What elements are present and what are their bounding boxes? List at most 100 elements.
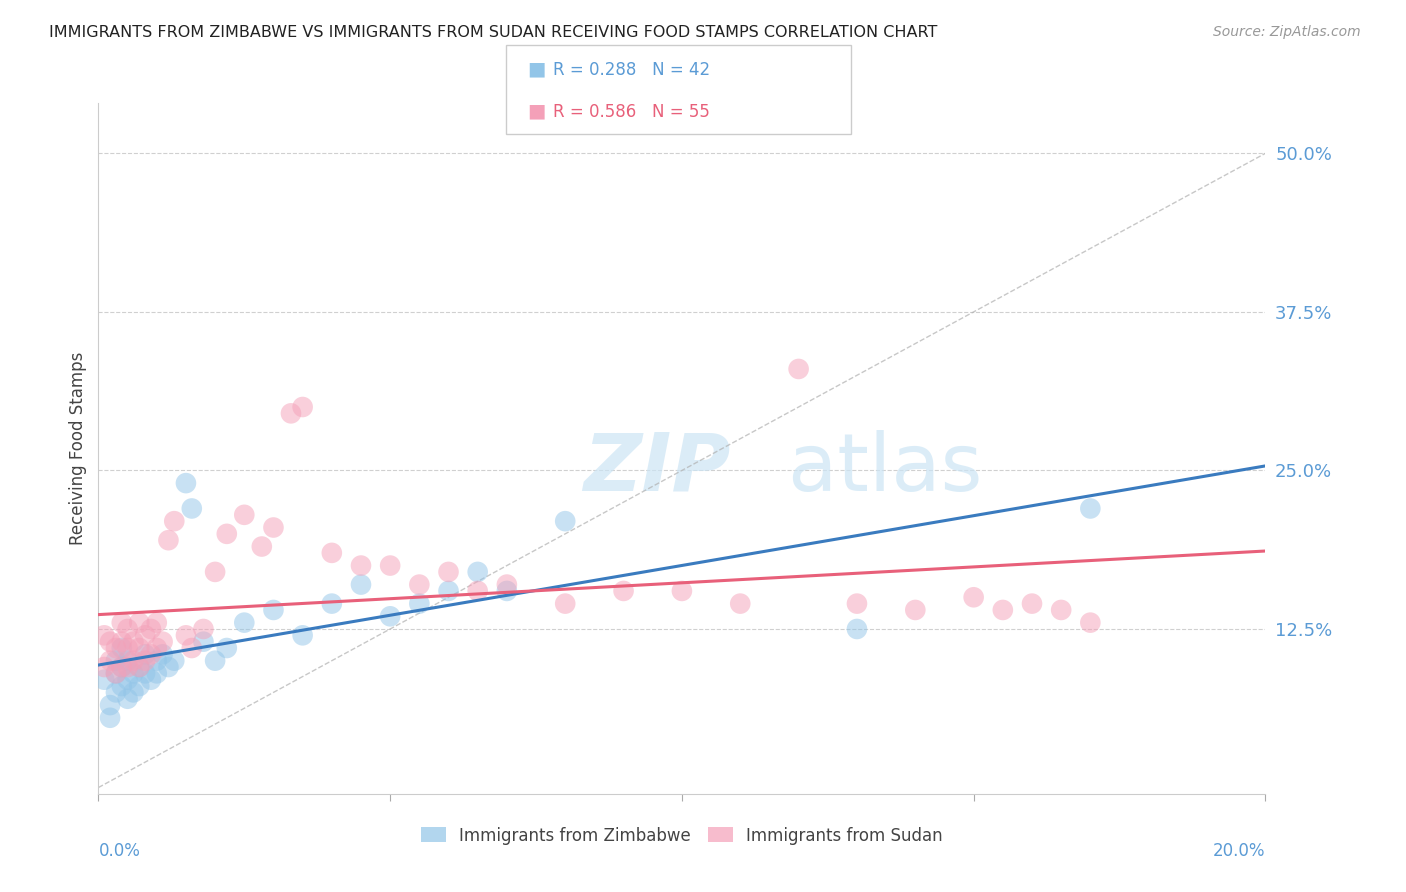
Point: [139, 673, 162, 687]
Point: [146, 615, 169, 630]
Point: [174, 628, 197, 642]
Point: [98, 711, 121, 725]
Point: [408, 577, 430, 591]
Point: [111, 660, 134, 674]
Point: [134, 648, 156, 662]
Point: [262, 520, 284, 534]
Point: [152, 648, 174, 662]
Text: IMMIGRANTS FROM ZIMBABWE VS IMMIGRANTS FROM SUDAN RECEIVING FOOD STAMPS CORRELAT: IMMIGRANTS FROM ZIMBABWE VS IMMIGRANTS F…: [49, 25, 938, 40]
Point: [104, 666, 127, 681]
Point: [467, 565, 489, 579]
Point: [146, 666, 169, 681]
Point: [904, 603, 927, 617]
Point: [321, 546, 343, 560]
Point: [962, 591, 984, 605]
Point: [157, 533, 180, 548]
Point: [380, 558, 402, 573]
Point: [262, 603, 284, 617]
Point: [134, 628, 156, 642]
Point: [1080, 615, 1102, 630]
Point: [215, 526, 238, 541]
Text: ZIP: ZIP: [582, 430, 730, 508]
Point: [117, 660, 139, 674]
Point: [104, 654, 127, 668]
Legend: Immigrants from Zimbabwe, Immigrants from Sudan: Immigrants from Zimbabwe, Immigrants fro…: [415, 820, 949, 851]
Point: [291, 400, 314, 414]
Text: 0.0%: 0.0%: [98, 842, 141, 860]
Point: [554, 514, 576, 528]
Point: [111, 660, 134, 674]
Point: [1021, 597, 1043, 611]
Point: [180, 501, 202, 516]
Point: [467, 583, 489, 598]
Point: [437, 583, 460, 598]
Point: [93, 673, 115, 687]
Point: [139, 622, 162, 636]
Point: [991, 603, 1014, 617]
Point: [437, 565, 460, 579]
Point: [139, 648, 162, 662]
Point: [233, 615, 256, 630]
Point: [117, 673, 139, 687]
Point: [1080, 501, 1102, 516]
Point: [111, 634, 134, 648]
Point: [215, 640, 238, 655]
Point: [193, 622, 215, 636]
Point: [104, 666, 127, 681]
Point: [98, 698, 121, 712]
Point: [408, 597, 430, 611]
Point: [1050, 603, 1073, 617]
Point: [104, 640, 127, 655]
Point: [117, 622, 139, 636]
Point: [180, 640, 202, 655]
Point: [174, 476, 197, 491]
Point: [730, 597, 752, 611]
Text: R = 0.288   N = 42: R = 0.288 N = 42: [553, 61, 710, 78]
Point: [122, 666, 145, 681]
Point: [122, 634, 145, 648]
Point: [98, 634, 121, 648]
Point: [204, 654, 226, 668]
Point: [146, 654, 169, 668]
Text: ■: ■: [527, 102, 546, 120]
Point: [111, 615, 134, 630]
Point: [496, 583, 519, 598]
Point: [193, 634, 215, 648]
Point: [380, 609, 402, 624]
Point: [204, 565, 226, 579]
Point: [128, 615, 150, 630]
Point: [846, 622, 869, 636]
Point: [104, 685, 127, 699]
Text: atlas: atlas: [582, 430, 983, 508]
Point: [612, 583, 634, 598]
Point: [291, 628, 314, 642]
Point: [128, 640, 150, 655]
Point: [280, 406, 302, 420]
Point: [98, 654, 121, 668]
Y-axis label: Receiving Food Stamps: Receiving Food Stamps: [69, 351, 87, 545]
Point: [117, 691, 139, 706]
Point: [146, 640, 169, 655]
Text: R = 0.586   N = 55: R = 0.586 N = 55: [553, 103, 710, 121]
Point: [152, 634, 174, 648]
Point: [321, 597, 343, 611]
Point: [554, 597, 576, 611]
Point: [93, 660, 115, 674]
Point: [157, 660, 180, 674]
Point: [117, 654, 139, 668]
Point: [496, 577, 519, 591]
Point: [250, 540, 273, 554]
Point: [134, 666, 156, 681]
Point: [671, 583, 693, 598]
Point: [111, 679, 134, 693]
Point: [128, 660, 150, 674]
Point: [233, 508, 256, 522]
Point: [117, 640, 139, 655]
Point: [350, 558, 373, 573]
Point: [93, 628, 115, 642]
Point: [122, 654, 145, 668]
Point: [350, 577, 373, 591]
Point: [111, 640, 134, 655]
Text: Source: ZipAtlas.com: Source: ZipAtlas.com: [1213, 25, 1361, 39]
Text: 20.0%: 20.0%: [1213, 842, 1265, 860]
